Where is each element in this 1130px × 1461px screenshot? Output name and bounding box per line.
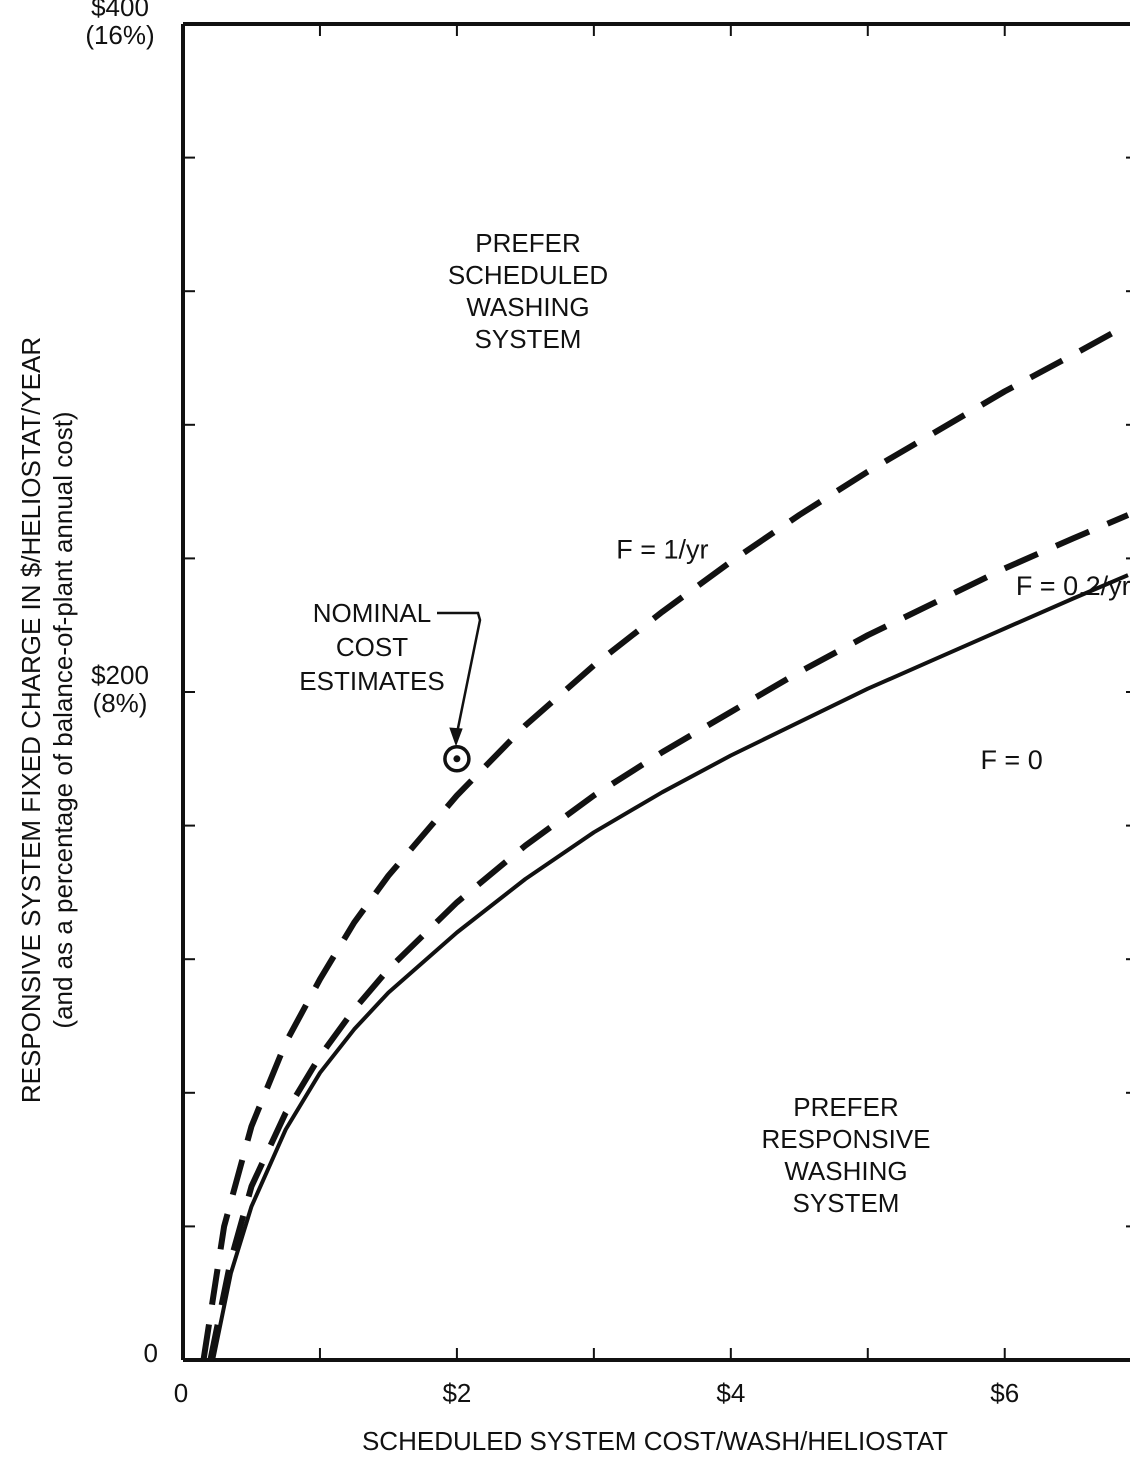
series-label: F = 0.2/yr — [1016, 571, 1130, 601]
region-scheduled-label-line: SYSTEM — [475, 324, 582, 354]
nominal-point-marker — [443, 745, 471, 773]
y-tick-sublabel: (16%) — [85, 20, 154, 50]
nominal-point-dot — [453, 755, 461, 763]
y-tick-label: $400 — [91, 0, 149, 22]
y-tick-sublabel: (8%) — [93, 688, 148, 718]
region-responsive-label-line: SYSTEM — [793, 1188, 900, 1218]
nominal-label-line: ESTIMATES — [299, 666, 444, 696]
nominal-arrowhead — [449, 727, 463, 747]
series-label: F = 1/yr — [616, 534, 708, 564]
region-scheduled-label-line: PREFER — [475, 228, 580, 258]
x-axis-label: SCHEDULED SYSTEM COST/WASH/HELIOSTAT — [362, 1426, 948, 1456]
region-scheduled-label-line: WASHING — [466, 292, 589, 322]
region-responsive-label-line: RESPONSIVE — [761, 1124, 930, 1154]
nominal-leader-line — [437, 611, 482, 739]
y-axis-label: RESPONSIVE SYSTEM FIXED CHARGE IN $/HELI… — [16, 337, 46, 1103]
x-tick-label: $4 — [716, 1378, 745, 1408]
series-group — [183, 321, 1130, 1362]
y-tick-label: 0 — [144, 1338, 158, 1368]
region-responsive-label-line: PREFER — [793, 1092, 898, 1122]
axes: 0 $2 $4 $6 0 $200(8%) $400(16%) SCHEDULED SYSTE… — [16, 0, 1130, 1456]
region-responsive-label-line: WASHING — [784, 1156, 907, 1186]
nominal-label-line: NOMINAL — [313, 598, 431, 628]
annotations: F = 1/yr F = 0.2/yr F = 0 NOMINAL COST ESTIMA… — [299, 228, 1130, 1218]
region-scheduled-label-line: SCHEDULED — [448, 260, 608, 290]
x-tick-label: $2 — [442, 1378, 471, 1408]
series-line-3 — [211, 573, 1129, 1361]
y-axis-sublabel: (and as a percentage of balance-of-plant… — [48, 411, 78, 1028]
series-line-2 — [207, 512, 1130, 1361]
series-label: F = 0 — [980, 745, 1042, 775]
x-tick-label: $6 — [990, 1378, 1019, 1408]
x-tick-label: 0 — [174, 1378, 188, 1408]
series-line-1 — [200, 321, 1130, 1361]
y-tick-label: $200 — [91, 660, 149, 690]
nominal-label-line: COST — [336, 632, 408, 662]
